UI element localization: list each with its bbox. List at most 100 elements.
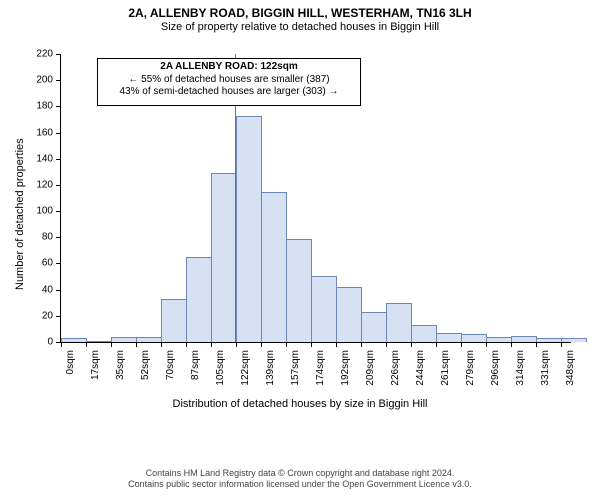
histogram-bar — [261, 192, 287, 342]
x-tick-label: 35sqm — [115, 350, 126, 380]
y-tick-label: 80 — [27, 232, 53, 243]
chart-subtitle: Size of property relative to detached ho… — [0, 21, 600, 37]
x-tick-label: 331sqm — [540, 350, 551, 386]
x-tick-mark — [511, 342, 512, 347]
x-tick-mark — [261, 342, 262, 347]
x-tick-label: 279sqm — [465, 350, 476, 386]
y-tick-label: 100 — [27, 206, 53, 217]
annotation-line-1: 2A ALLENBY ROAD: 122sqm — [102, 61, 356, 74]
y-tick-mark — [56, 185, 61, 186]
x-tick-label: 209sqm — [365, 350, 376, 386]
x-tick-label: 314sqm — [515, 350, 526, 386]
x-tick-label: 139sqm — [265, 350, 276, 386]
y-tick-label: 60 — [27, 258, 53, 269]
x-tick-label: 244sqm — [415, 350, 426, 386]
histogram-bar — [86, 341, 112, 342]
y-tick-mark — [56, 316, 61, 317]
x-tick-label: 105sqm — [215, 350, 226, 386]
x-tick-mark — [411, 342, 412, 347]
histogram-bar — [211, 173, 237, 342]
x-tick-mark — [336, 342, 337, 347]
x-tick-label: 296sqm — [490, 350, 501, 386]
x-tick-mark — [361, 342, 362, 347]
histogram-bar — [336, 287, 362, 342]
x-tick-label: 226sqm — [390, 350, 401, 386]
y-axis-label: Number of detached properties — [14, 139, 26, 291]
x-tick-label: 87sqm — [190, 350, 201, 380]
histogram-bar — [411, 325, 437, 342]
y-tick-mark — [56, 159, 61, 160]
y-tick-mark — [56, 54, 61, 55]
y-tick-label: 180 — [27, 101, 53, 112]
annotation-line-2: ← 55% of detached houses are smaller (38… — [102, 74, 356, 87]
y-tick-label: 0 — [27, 337, 53, 348]
x-tick-mark — [236, 342, 237, 347]
y-tick-mark — [56, 211, 61, 212]
y-tick-mark — [56, 133, 61, 134]
histogram-bar — [361, 312, 387, 342]
histogram-bar — [536, 338, 562, 342]
x-tick-mark — [386, 342, 387, 347]
x-tick-label: 157sqm — [290, 350, 301, 386]
y-tick-label: 160 — [27, 127, 53, 138]
x-tick-mark — [461, 342, 462, 347]
x-tick-mark — [536, 342, 537, 347]
x-tick-mark — [111, 342, 112, 347]
chart-title: 2A, ALLENBY ROAD, BIGGIN HILL, WESTERHAM… — [0, 0, 600, 21]
x-tick-label: 17sqm — [90, 350, 101, 380]
y-tick-label: 120 — [27, 179, 53, 190]
x-tick-mark — [286, 342, 287, 347]
figure-container: 2A, ALLENBY ROAD, BIGGIN HILL, WESTERHAM… — [0, 0, 600, 500]
x-tick-label: 0sqm — [65, 350, 76, 374]
histogram-bar — [461, 334, 487, 342]
x-tick-label: 192sqm — [340, 350, 351, 386]
x-tick-mark — [561, 342, 562, 347]
plot-area: 0204060801001201401601802002200sqm17sqm3… — [60, 54, 571, 343]
histogram-bar — [311, 276, 337, 342]
y-tick-mark — [56, 237, 61, 238]
x-tick-mark — [486, 342, 487, 347]
y-tick-mark — [56, 263, 61, 264]
y-tick-mark — [56, 106, 61, 107]
x-tick-mark — [136, 342, 137, 347]
histogram-bar — [61, 338, 87, 342]
x-tick-mark — [186, 342, 187, 347]
y-tick-label: 220 — [27, 49, 53, 60]
histogram-bar — [236, 116, 262, 342]
x-tick-mark — [436, 342, 437, 347]
histogram-bar — [161, 299, 187, 342]
x-tick-mark — [86, 342, 87, 347]
x-tick-label: 122sqm — [240, 350, 251, 386]
histogram-bar — [186, 257, 212, 342]
x-tick-label: 70sqm — [165, 350, 176, 380]
x-axis-label: Distribution of detached houses by size … — [0, 398, 600, 410]
histogram-bar — [111, 337, 137, 342]
histogram-bar — [286, 239, 312, 342]
x-tick-label: 261sqm — [440, 350, 451, 386]
y-tick-mark — [56, 80, 61, 81]
attribution-line-1: Contains HM Land Registry data © Crown c… — [0, 468, 600, 479]
x-tick-label: 348sqm — [565, 350, 576, 386]
histogram-bar — [511, 336, 537, 342]
x-tick-mark — [161, 342, 162, 347]
y-tick-label: 140 — [27, 153, 53, 164]
y-tick-label: 40 — [27, 284, 53, 295]
y-tick-label: 20 — [27, 310, 53, 321]
histogram-bar — [386, 303, 412, 342]
histogram-bar — [561, 338, 587, 342]
x-tick-label: 174sqm — [315, 350, 326, 386]
x-tick-label: 52sqm — [140, 350, 151, 380]
annotation-box: 2A ALLENBY ROAD: 122sqm ← 55% of detache… — [97, 58, 361, 106]
chart-wrap: Number of detached properties 0204060801… — [0, 44, 600, 424]
attribution-line-2: Contains public sector information licen… — [0, 479, 600, 490]
annotation-line-3: 43% of semi-detached houses are larger (… — [102, 86, 356, 99]
y-tick-mark — [56, 290, 61, 291]
histogram-bar — [436, 333, 462, 342]
x-tick-mark — [311, 342, 312, 347]
x-tick-mark — [61, 342, 62, 347]
histogram-bar — [486, 337, 512, 342]
y-tick-label: 200 — [27, 75, 53, 86]
attribution: Contains HM Land Registry data © Crown c… — [0, 468, 600, 490]
x-tick-mark — [211, 342, 212, 347]
histogram-bar — [136, 337, 162, 342]
